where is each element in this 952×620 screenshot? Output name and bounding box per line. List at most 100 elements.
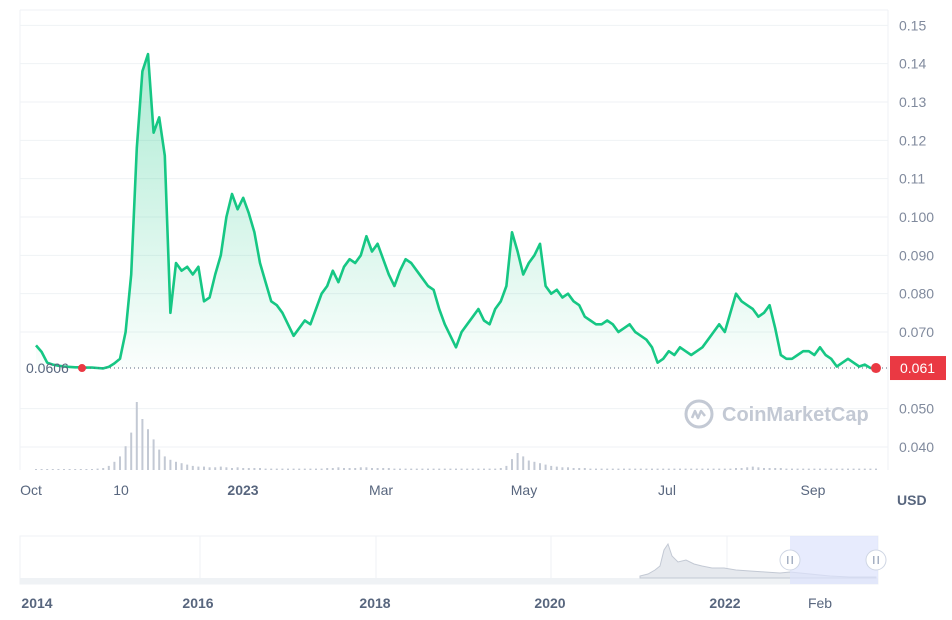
- volume-bar: [96, 468, 99, 470]
- volume-bar: [147, 429, 149, 470]
- volume-bar: [79, 469, 82, 470]
- volume-bar: [169, 459, 172, 470]
- y-axis-labels: 0.15 0.14 0.13 0.12 0.11 0.100 0.090 0.080 0.070…: [899, 17, 934, 455]
- volume-bar: [875, 468, 877, 470]
- volume-bar: [813, 468, 816, 470]
- y-tick-label: 0.070: [899, 324, 934, 340]
- volume-bar: [740, 468, 743, 470]
- volume-bar: [471, 468, 474, 470]
- y-tick-label: 0.050: [899, 401, 934, 417]
- pause-bars-icon: [787, 556, 793, 564]
- volume-bar: [119, 456, 121, 470]
- navigator-right-handle[interactable]: [865, 549, 887, 571]
- volume-bar: [85, 469, 88, 470]
- volume-bar: [219, 466, 222, 470]
- volume-bar: [208, 467, 211, 470]
- volume-bar: [40, 469, 43, 470]
- volume-bar: [124, 446, 127, 470]
- volume-bar: [589, 468, 592, 470]
- volume-bar: [387, 468, 390, 470]
- volume-bar: [74, 469, 77, 470]
- coinmarketcap-watermark: CoinMarketCap: [684, 399, 869, 429]
- volume-bar: [51, 469, 54, 470]
- volume-bar: [791, 468, 793, 470]
- volume-bar: [757, 467, 760, 470]
- volume-bar: [673, 468, 676, 470]
- navigator-year-label: 2014: [21, 595, 52, 611]
- volume-bar: [712, 468, 715, 470]
- volume-bar: [522, 456, 525, 470]
- volume-bars: [35, 402, 877, 470]
- volume-bar: [158, 449, 161, 470]
- volume-bar: [819, 468, 821, 470]
- volume-bar: [729, 468, 732, 470]
- volume-bar: [746, 467, 749, 470]
- volume-bar: [634, 468, 637, 470]
- volume-bar: [667, 468, 670, 470]
- x-tick-label: May: [511, 482, 537, 498]
- volume-bar: [763, 468, 765, 470]
- volume-bar: [348, 468, 351, 470]
- volume-bar: [287, 468, 289, 470]
- volume-bar: [651, 468, 653, 470]
- x-tick-label: Mar: [369, 482, 393, 498]
- volume-bar: [466, 468, 469, 470]
- volume-bar: [578, 468, 581, 470]
- volume-bar: [499, 468, 502, 470]
- range-navigator[interactable]: 2014 2016 2018 2020 2022 Feb: [19, 535, 887, 611]
- volume-bar: [539, 463, 541, 470]
- volume-bar: [483, 468, 485, 470]
- volume-bar: [107, 465, 110, 470]
- pause-bars-icon: [873, 556, 879, 564]
- volume-bar: [135, 402, 138, 470]
- x-tick-label: 2023: [227, 482, 258, 498]
- volume-bar: [331, 468, 334, 470]
- volume-bar: [847, 468, 849, 470]
- volume-bar: [443, 468, 446, 470]
- volume-bar: [404, 468, 407, 470]
- volume-bar: [432, 468, 435, 470]
- volume-bar: [606, 468, 609, 470]
- y-tick-label: 0.040: [899, 439, 934, 455]
- volume-bar: [494, 468, 497, 470]
- y-tick-label: 0.15: [899, 17, 926, 33]
- volume-bar: [337, 467, 340, 470]
- volume-bar: [382, 468, 385, 470]
- volume-bar: [869, 468, 872, 470]
- volume-bar: [583, 468, 586, 470]
- x-tick-label: Oct: [20, 482, 42, 498]
- current-price-badge: [890, 356, 946, 381]
- navigator-left-handle[interactable]: [779, 549, 801, 571]
- volume-bar: [68, 469, 71, 470]
- volume-bar: [449, 468, 452, 470]
- volume-bar: [320, 468, 323, 470]
- volume-bar: [835, 468, 838, 470]
- volume-bar: [830, 468, 833, 470]
- navigator-year-label: 2020: [534, 595, 565, 611]
- x-tick-label: Sep: [801, 482, 826, 498]
- volume-bar: [365, 467, 368, 470]
- volume-bar: [186, 464, 189, 470]
- volume-bar: [824, 468, 827, 470]
- volume-bar: [214, 467, 217, 470]
- navigator-labels: 2014 2016 2018 2020 2022 Feb: [21, 595, 832, 611]
- volume-bar: [455, 468, 457, 470]
- volume-bar: [555, 466, 558, 470]
- volume-bar: [152, 439, 155, 470]
- navigator-baseline: [20, 578, 878, 584]
- volume-bar: [343, 468, 345, 470]
- volume-bar: [595, 468, 597, 470]
- y-tick-label: 0.11: [899, 171, 925, 187]
- volume-bar: [527, 460, 530, 470]
- volume-bar: [281, 468, 284, 470]
- navigator-selection[interactable]: [790, 536, 878, 584]
- volume-bar: [707, 468, 709, 470]
- volume-bar: [768, 468, 771, 470]
- watermark-text: CoinMarketCap: [722, 404, 869, 426]
- volume-bar: [309, 468, 312, 470]
- volume-bar: [63, 469, 65, 470]
- x-tick-label: Jul: [658, 482, 676, 498]
- current-price-marker: [871, 363, 881, 374]
- volume-bar: [628, 468, 631, 470]
